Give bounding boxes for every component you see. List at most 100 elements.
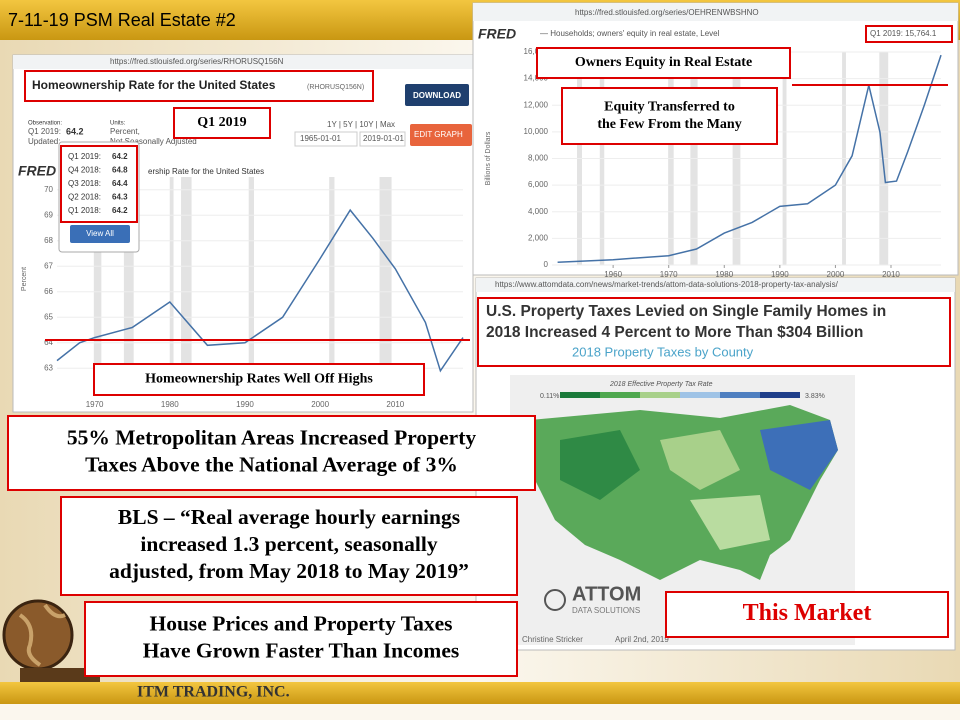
fred-logo: FRED <box>18 163 56 179</box>
callout-text: Taxes Above the National Average of 3% <box>85 452 458 476</box>
end-date[interactable]: 2019-01-01 <box>363 134 404 143</box>
color-legend <box>560 392 800 398</box>
x-tick-label: 1990 <box>771 270 789 279</box>
table-period: Q1 2019: <box>68 152 101 161</box>
globe <box>2 599 100 682</box>
callout-box <box>561 87 778 145</box>
y-axis-label: Billions of Dollars <box>485 131 492 185</box>
updated: Updated: <box>28 137 60 146</box>
data-line <box>557 54 942 264</box>
chart-title: ership Rate for the United States <box>148 167 264 176</box>
url: https://fred.stlouisfed.org/series/RHORU… <box>110 57 284 66</box>
download-button[interactable]: DOWNLOAD <box>413 91 461 100</box>
shade-band <box>93 177 102 381</box>
x-tick-label: 2000 <box>311 400 329 409</box>
table-period: Q1 2018: <box>68 206 101 215</box>
y-axis-label: Percent <box>21 267 28 291</box>
start-date[interactable]: 1965-01-01 <box>300 134 341 143</box>
callout-text: adjusted, from May 2018 to May 2019” <box>109 559 469 583</box>
callout-text: Homeownership Rates Well Off Highs <box>145 372 373 387</box>
footer-strip <box>0 704 960 720</box>
x-tick-label: 1970 <box>660 270 678 279</box>
shade-band <box>123 177 134 381</box>
table-value: 64.2 <box>112 152 128 161</box>
y-tick-label: 67 <box>44 261 53 270</box>
callout-box <box>7 415 536 491</box>
attom-logo: ATTOM <box>572 583 641 605</box>
callout-box <box>60 496 518 596</box>
slide-title: 7-11-19 PSM Real Estate #2 <box>8 10 236 30</box>
headline-line: 2018 Increased 4 Percent to More Than $3… <box>486 324 863 341</box>
author: Christine Stricker <box>522 635 583 644</box>
url: https://www.attomdata.com/news/market-tr… <box>495 280 839 289</box>
x-tick-label: 1980 <box>715 270 733 279</box>
us-map <box>530 405 838 580</box>
units-label: Units: <box>110 121 126 127</box>
callout-text: Owners Equity in Real Estate <box>575 55 752 70</box>
y-tick-label: 0 <box>544 260 549 269</box>
observation-label: Observation: <box>28 121 62 127</box>
x-tick-label: 1990 <box>236 400 254 409</box>
table-value: 64.3 <box>112 193 128 202</box>
y-tick-label: 10,000 <box>524 127 549 136</box>
y-tick-label: 12,000 <box>524 100 549 109</box>
company-name: ITM TRADING, INC. <box>137 684 290 701</box>
y-tick-label: 2,000 <box>528 233 549 242</box>
headline-line: U.S. Property Taxes Levied on Single Fam… <box>486 303 886 320</box>
attom-logo-icon <box>544 589 566 611</box>
callout-text: House Prices and Property Taxes <box>150 612 453 636</box>
shade-band <box>379 177 392 381</box>
range-buttons[interactable]: 1Y | 5Y | 10Y | Max <box>327 120 395 129</box>
left-chart: 63 64 65 66 67 68 69 70 1970 1980 1990 2000 2010 Perc… <box>21 177 464 409</box>
legend-max: 3.83% <box>805 393 825 400</box>
callout-box <box>84 601 518 677</box>
x-tick-label: 1970 <box>86 400 104 409</box>
observation-table: Q1 2019: 64.2 Q4 2018: 64.8 Q3 2018: 64.4 Q2 2… <box>68 152 128 215</box>
y-tick-label: 4,000 <box>528 207 549 216</box>
table-value: 64.2 <box>112 206 128 215</box>
series-legend: — Households; owners' equity in real est… <box>540 29 720 38</box>
callout-text: Have Grown Faster Than Incomes <box>143 638 460 662</box>
table-value: 64.4 <box>112 179 128 188</box>
y-tick-label: 69 <box>44 210 53 219</box>
y-tick-label: 65 <box>44 312 53 321</box>
x-tick-label: 1980 <box>161 400 179 409</box>
callouts: Q1 2019 Owners Equity in Real Estate Equit… <box>7 25 953 677</box>
shade-band <box>329 177 335 381</box>
highlight-box <box>477 297 951 367</box>
legend-title: 2018 Effective Property Tax Rate <box>609 381 713 388</box>
callout-box <box>665 591 949 638</box>
highlight-box <box>24 70 374 102</box>
y-tick-label: 68 <box>44 236 53 245</box>
footer-bar <box>0 682 960 704</box>
x-tick-label: 2000 <box>827 270 845 279</box>
shade-band <box>181 177 192 381</box>
adjustment: Not Seasonally Adjusted <box>110 137 197 146</box>
legend-min: 0.11% <box>540 393 559 400</box>
observation-period: Q1 2019: <box>28 127 61 136</box>
observation-value: 64.2 <box>66 126 84 136</box>
edit-graph-button[interactable]: EDIT GRAPH <box>414 130 463 139</box>
view-all-button[interactable]: View All <box>86 229 114 238</box>
callout-text: the Few From the Many <box>597 117 741 132</box>
highlight-box <box>865 25 953 43</box>
y-tick-label: 64 <box>44 338 53 347</box>
url: https://fred.stlouisfed.org/series/OEHRE… <box>575 8 759 17</box>
table-period: Q3 2018: <box>68 179 101 188</box>
fred-logo: FRED <box>478 26 516 42</box>
table-period: Q4 2018: <box>68 166 101 175</box>
callout-text: Q1 2019 <box>197 115 246 130</box>
shade-band <box>248 177 254 381</box>
y-tick-label: 70 <box>44 185 53 194</box>
highlight-box <box>60 145 138 223</box>
table-period: Q2 2018: <box>68 193 101 202</box>
table-value: 64.8 <box>112 166 128 175</box>
callout-box <box>93 363 425 396</box>
callout-box <box>173 107 271 139</box>
series-title: Homeownership Rate for the United States <box>32 78 276 92</box>
series-id: (RHORUSQ156N) <box>307 84 364 91</box>
x-tick-label: 2010 <box>386 400 404 409</box>
shade-band <box>169 177 174 381</box>
